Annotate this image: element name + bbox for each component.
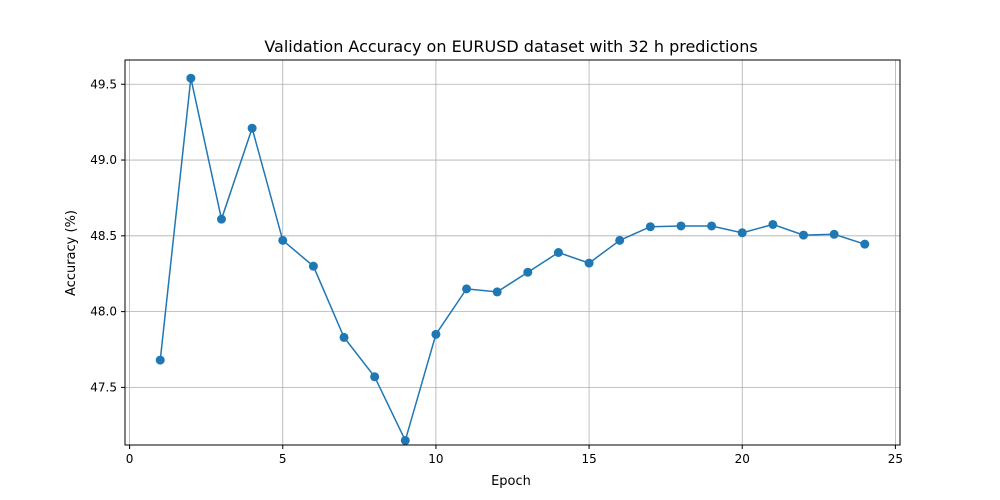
y-tick-label: 47.5 xyxy=(90,380,117,394)
chart-title: Validation Accuracy on EURUSD dataset wi… xyxy=(264,37,757,56)
data-point xyxy=(737,228,747,238)
x-tick-label: 5 xyxy=(279,452,287,466)
data-point xyxy=(216,214,226,224)
data-point xyxy=(339,332,349,342)
y-tick-label: 49.0 xyxy=(90,153,117,167)
x-ticks: 0 5 10 15 20 25 xyxy=(126,445,903,466)
data-point xyxy=(676,221,686,231)
series-line xyxy=(159,78,866,443)
data-point xyxy=(400,435,410,445)
y-tick-label: 48.0 xyxy=(90,305,117,319)
data-point xyxy=(155,355,165,365)
data-point xyxy=(278,235,288,245)
data-point xyxy=(799,230,809,240)
x-axis-label: Epoch xyxy=(491,474,531,489)
x-tick-label: 20 xyxy=(735,452,750,466)
data-point xyxy=(247,123,257,133)
data-point xyxy=(431,329,441,339)
data-point xyxy=(645,222,655,232)
y-axis-label: Accuracy (%) xyxy=(64,210,79,296)
data-point xyxy=(707,221,717,231)
grid xyxy=(125,60,900,445)
data-point xyxy=(829,229,839,239)
y-tick-label: 48.5 xyxy=(90,229,117,243)
data-point xyxy=(186,73,196,83)
data-point xyxy=(462,284,472,294)
plot-frame xyxy=(124,59,901,446)
data-point xyxy=(860,239,870,249)
data-point xyxy=(523,267,533,277)
y-tick-label: 49.5 xyxy=(90,77,117,91)
data-point xyxy=(553,248,563,257)
data-point xyxy=(768,219,778,229)
data-point xyxy=(308,261,318,271)
series-layer xyxy=(155,73,870,445)
data-point xyxy=(615,235,625,245)
y-ticks: 47.5 48.0 48.5 49.0 49.5 xyxy=(90,77,125,394)
x-tick-label: 25 xyxy=(888,452,903,466)
x-tick-label: 0 xyxy=(126,452,134,466)
data-point xyxy=(492,287,502,297)
data-point xyxy=(584,258,594,268)
x-tick-label: 15 xyxy=(581,452,596,466)
x-tick-label: 10 xyxy=(428,452,443,466)
data-point xyxy=(370,372,380,382)
